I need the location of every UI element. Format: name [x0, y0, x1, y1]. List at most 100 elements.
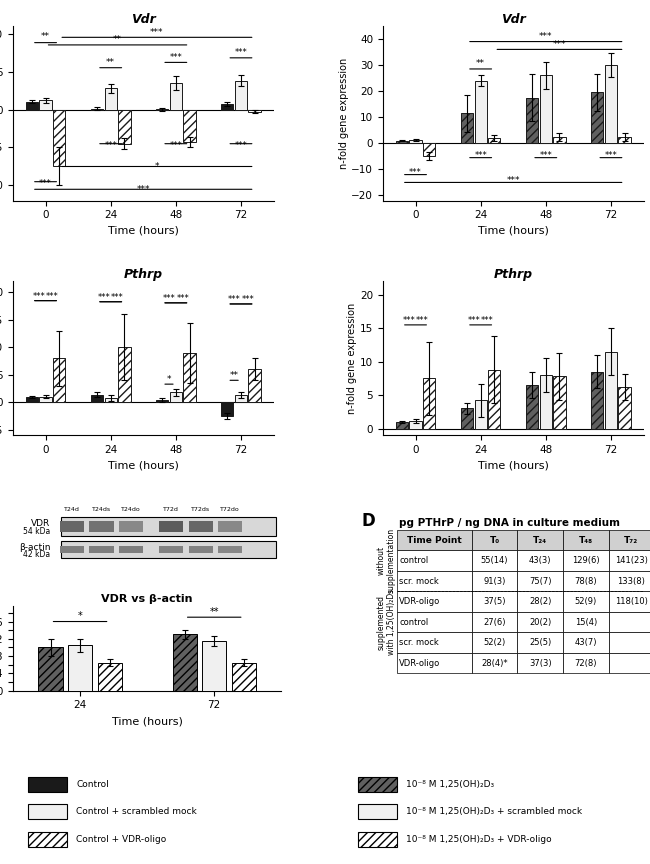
Text: ***: ***: [506, 175, 520, 185]
Text: ***: ***: [162, 295, 176, 303]
Bar: [396, 550, 472, 571]
Bar: [38, 647, 62, 690]
Text: *: *: [155, 162, 159, 171]
Text: 118(10): 118(10): [615, 597, 648, 607]
Text: Time Point: Time Point: [407, 536, 461, 544]
Bar: [517, 530, 563, 550]
X-axis label: Time (hours): Time (hours): [478, 226, 549, 236]
Bar: [604, 352, 617, 429]
X-axis label: Time (hours): Time (hours): [112, 716, 183, 726]
Text: ***: ***: [111, 293, 124, 302]
Bar: [472, 591, 517, 612]
Bar: [563, 550, 608, 571]
Bar: [231, 663, 256, 690]
Bar: [60, 521, 84, 532]
Text: ***: ***: [227, 295, 240, 304]
Text: 43(3): 43(3): [529, 556, 551, 565]
Text: T72ds: T72ds: [191, 507, 211, 511]
Text: ***: ***: [604, 151, 617, 160]
Text: **: **: [113, 35, 122, 44]
Bar: [472, 530, 517, 550]
Bar: [553, 377, 566, 429]
Bar: [540, 75, 552, 143]
Bar: [396, 612, 472, 632]
Bar: [618, 387, 630, 429]
Text: 28(4)*: 28(4)*: [481, 658, 508, 668]
Bar: [40, 397, 52, 403]
Bar: [526, 98, 538, 143]
Bar: [28, 804, 67, 819]
Text: 15(4): 15(4): [575, 618, 597, 626]
Bar: [563, 571, 608, 591]
Bar: [474, 400, 487, 429]
Text: 37(5): 37(5): [484, 597, 506, 607]
Title: Vdr: Vdr: [501, 13, 526, 26]
Bar: [396, 571, 472, 591]
Text: β-actin: β-actin: [19, 543, 51, 551]
Bar: [517, 591, 563, 612]
Bar: [472, 612, 517, 632]
Bar: [218, 521, 242, 532]
Text: T24do: T24do: [121, 507, 141, 511]
Bar: [608, 612, 650, 632]
Y-axis label: n-fold gene expression: n-fold gene expression: [339, 58, 348, 169]
Text: scr. mock: scr. mock: [399, 576, 439, 586]
Bar: [461, 113, 473, 143]
Bar: [221, 105, 233, 110]
Text: 72(8): 72(8): [575, 658, 597, 668]
X-axis label: Time (hours): Time (hours): [108, 461, 179, 471]
Bar: [358, 832, 397, 847]
Text: control: control: [399, 556, 428, 565]
Bar: [517, 571, 563, 591]
Bar: [358, 804, 397, 819]
Text: 10⁻⁸ M 1,25(OH)₂D₃ + VDR-oligo: 10⁻⁸ M 1,25(OH)₂D₃ + VDR-oligo: [406, 835, 552, 844]
Title: Vdr: Vdr: [131, 13, 155, 26]
Text: ***: ***: [176, 295, 189, 303]
Bar: [218, 546, 242, 554]
Text: ***: ***: [540, 151, 552, 160]
Text: ***: ***: [136, 185, 150, 194]
Bar: [40, 100, 52, 110]
Bar: [396, 422, 408, 429]
Text: T₂₄: T₂₄: [533, 536, 547, 544]
Text: ***: ***: [241, 295, 254, 304]
Text: **: **: [209, 607, 219, 617]
Text: ***: ***: [150, 28, 164, 36]
Text: T24d: T24d: [64, 507, 80, 511]
Text: ***: ***: [235, 141, 248, 149]
Bar: [396, 141, 408, 143]
Y-axis label: n-fold gene expression: n-fold gene expression: [347, 302, 358, 414]
Text: Control + VDR-oligo: Control + VDR-oligo: [76, 835, 166, 844]
Bar: [410, 421, 422, 429]
Bar: [608, 653, 650, 673]
Text: T₇₂: T₇₂: [624, 536, 638, 544]
Text: *: *: [167, 375, 171, 384]
Text: ***: ***: [170, 141, 182, 149]
Text: 55(14): 55(14): [481, 556, 508, 565]
Text: ***: ***: [46, 292, 58, 301]
Text: 91(3): 91(3): [484, 576, 506, 586]
Bar: [183, 353, 196, 403]
Text: ***: ***: [474, 151, 487, 160]
Bar: [396, 530, 472, 550]
Bar: [90, 521, 114, 532]
Bar: [221, 403, 233, 416]
Bar: [26, 397, 38, 403]
Bar: [608, 591, 650, 612]
Text: ***: ***: [235, 48, 248, 57]
Text: Control + scrambled mock: Control + scrambled mock: [76, 807, 197, 816]
Bar: [410, 140, 422, 143]
Text: 133(8): 133(8): [618, 576, 645, 586]
Text: ***: ***: [552, 40, 566, 48]
Text: 78(8): 78(8): [575, 576, 597, 586]
Title: Pthrp: Pthrp: [124, 269, 163, 282]
Text: 75(7): 75(7): [529, 576, 551, 586]
Bar: [68, 645, 92, 690]
Text: pg PTHrP / ng DNA in culture medium: pg PTHrP / ng DNA in culture medium: [399, 518, 620, 528]
X-axis label: Time (hours): Time (hours): [478, 461, 549, 471]
Text: 27(6): 27(6): [484, 618, 506, 626]
Bar: [618, 137, 630, 143]
Bar: [474, 80, 487, 143]
Text: **: **: [106, 58, 115, 67]
Bar: [461, 409, 473, 429]
